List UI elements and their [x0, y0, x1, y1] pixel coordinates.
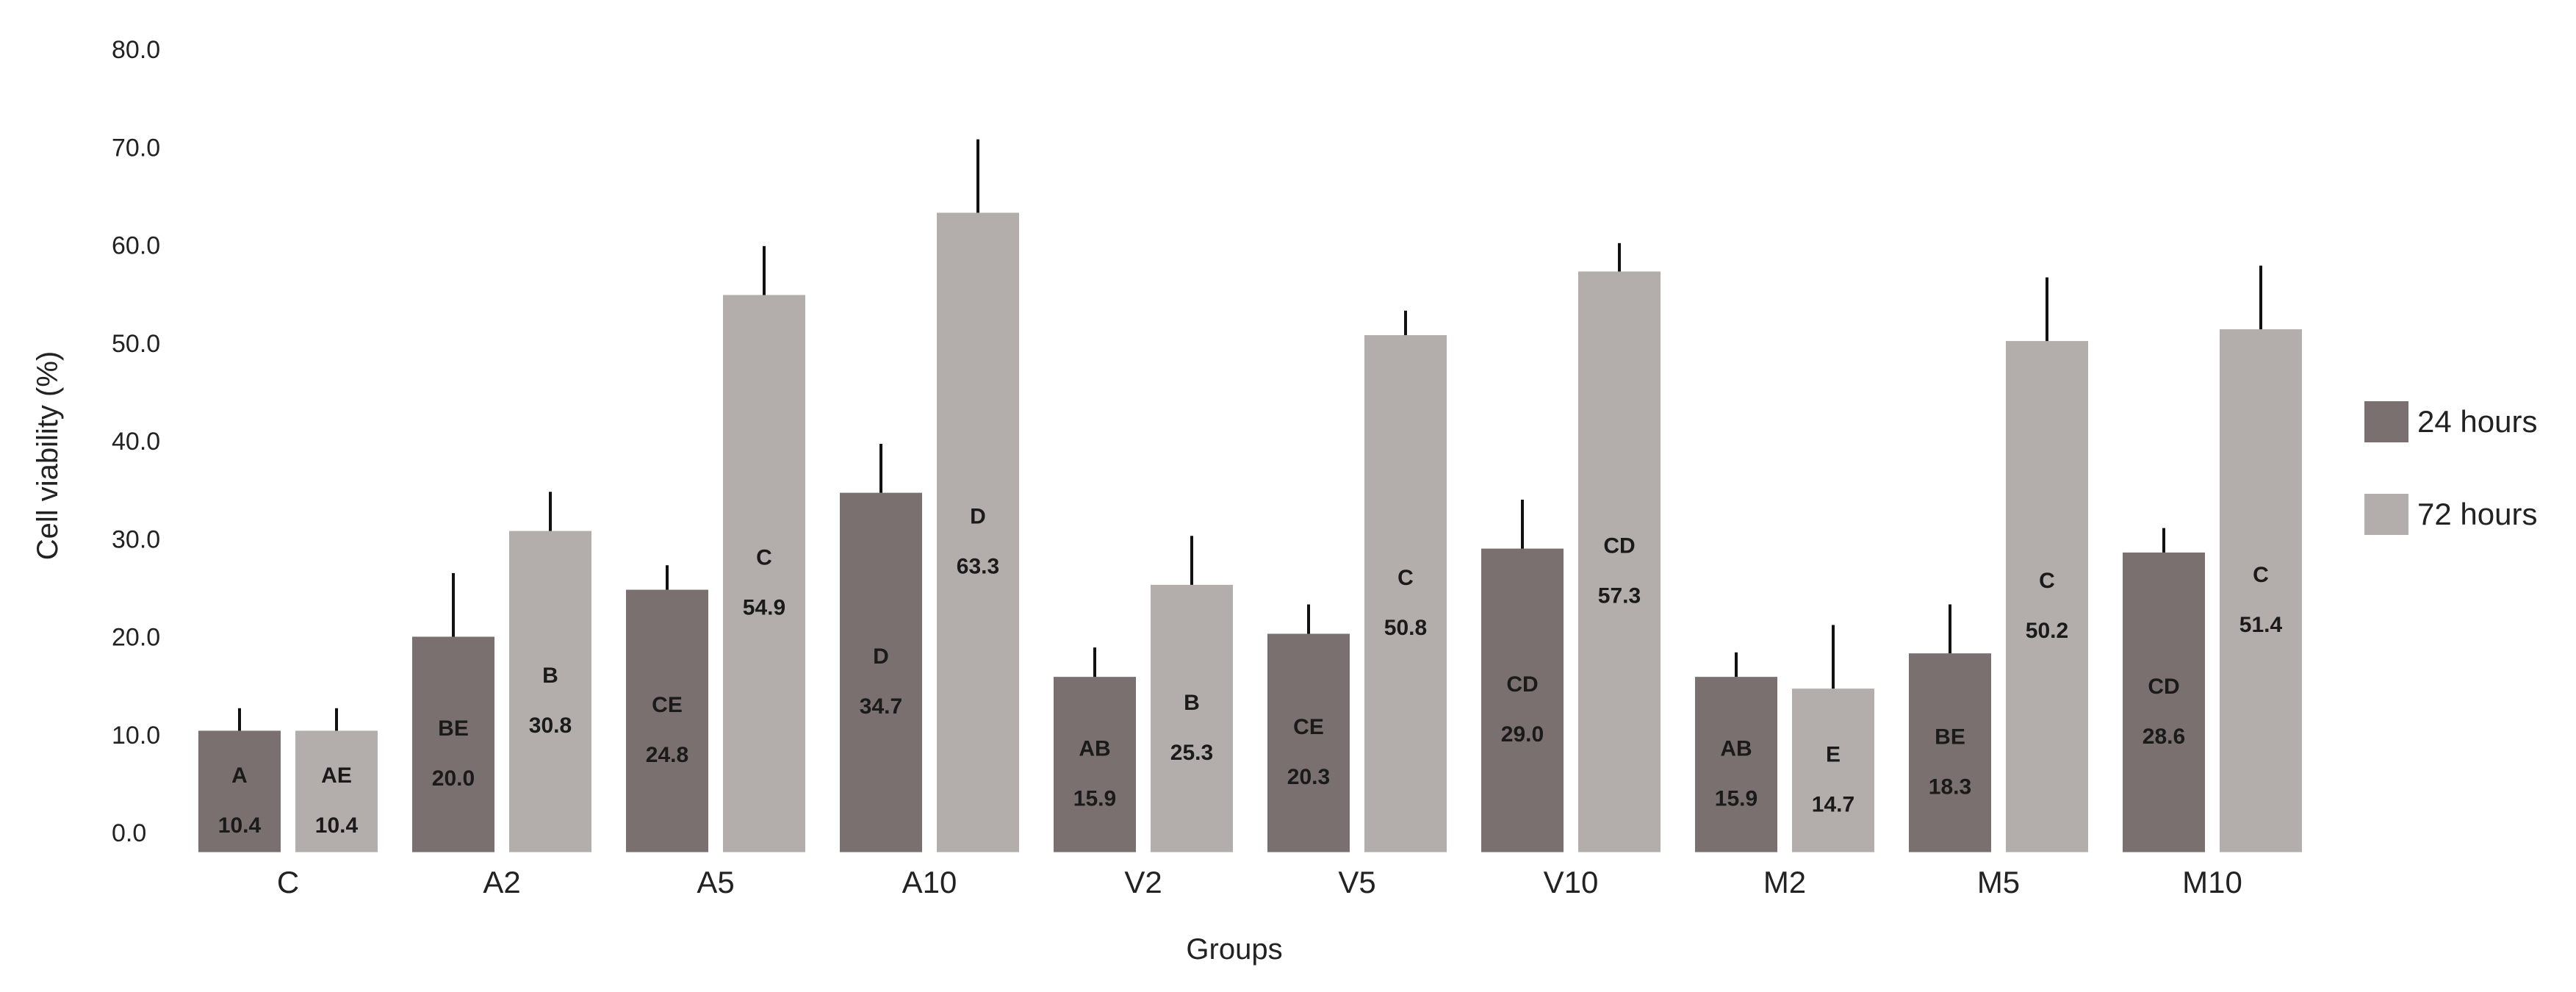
- bar-value-label: 28.6: [2143, 725, 2185, 749]
- bar-significance-letter: D: [970, 505, 986, 529]
- bar: [1151, 584, 1233, 852]
- x-tick-label: V10: [1544, 865, 1599, 899]
- bar-value-label: 10.4: [218, 813, 262, 838]
- bar: [1364, 335, 1447, 852]
- bar-value-label: 10.4: [315, 813, 359, 838]
- bar: [1267, 633, 1350, 852]
- legend: 24 hours 72 hours: [2364, 401, 2537, 535]
- x-tick-label: A10: [902, 865, 957, 899]
- bar: [1578, 271, 1661, 852]
- bar-significance-letter: A: [231, 763, 248, 788]
- bar-significance-letter: B: [1184, 691, 1200, 715]
- bar-value-label: 50.2: [2026, 619, 2068, 643]
- y-tick-label: 10.0: [112, 722, 160, 750]
- legend-label-72-hours: 72 hours: [2417, 497, 2537, 531]
- bar-value-label: 20.0: [432, 766, 475, 791]
- bar: [1909, 653, 1991, 852]
- bar-significance-letter: C: [756, 546, 772, 570]
- bar-significance-letter: BE: [438, 716, 469, 741]
- bar: [1792, 689, 1874, 852]
- bar: [2006, 341, 2088, 852]
- x-axis-title: Groups: [1186, 933, 1282, 966]
- y-tick-label: 50.0: [112, 330, 160, 358]
- bar: [840, 492, 922, 852]
- bar: [937, 212, 1019, 852]
- bar: [626, 589, 708, 852]
- bar: [198, 730, 281, 852]
- x-tick-label: M2: [1763, 865, 1806, 899]
- bar-value-label: 54.9: [743, 596, 785, 620]
- x-tick-label: A2: [483, 865, 520, 899]
- bar: [2123, 552, 2205, 852]
- bar-significance-letter: CE: [652, 693, 683, 717]
- bar-value-label: 14.7: [1812, 792, 1854, 816]
- bar-value-label: 15.9: [1715, 786, 1757, 811]
- x-tick-label: V2: [1124, 865, 1162, 899]
- bar-value-label: 29.0: [1501, 722, 1544, 747]
- bar-value-label: 30.8: [529, 714, 572, 738]
- bar: [1054, 677, 1136, 852]
- bar-significance-letter: C: [1397, 566, 1414, 590]
- bar-value-label: 57.3: [1598, 584, 1641, 608]
- bar-value-label: 20.3: [1287, 765, 1330, 789]
- bar-significance-letter: C: [2253, 563, 2269, 587]
- x-tick-label: C: [277, 865, 299, 899]
- bar: [723, 295, 805, 852]
- y-tick-label: 60.0: [112, 232, 160, 260]
- bar-value-label: 24.8: [646, 743, 688, 767]
- y-tick-label: 20.0: [112, 624, 160, 652]
- bars: A10.4AE10.4BE20.0B30.8CE24.8C54.9D34.7D6…: [198, 139, 2302, 852]
- bar-value-label: 15.9: [1073, 786, 1116, 811]
- bar: [1481, 548, 1564, 852]
- bar-significance-letter: CD: [2148, 675, 2179, 699]
- y-axis-ticks: 0.0 10.0 20.0 30.0 40.0 50.0 60.0 70.0 80.0: [112, 36, 160, 847]
- x-tick-label: A5: [697, 865, 734, 899]
- bar-value-label: 63.3: [957, 555, 999, 579]
- y-axis-title: Cell viability (%): [32, 351, 64, 561]
- bar-value-label: 18.3: [1929, 774, 1971, 799]
- x-tick-label: M5: [1977, 865, 2020, 899]
- x-axis-categories: C A2 A5 A10 V2 V5 V10 M2 M5 M10: [277, 865, 2242, 899]
- bar-value-label: 25.3: [1170, 741, 1213, 765]
- bar-significance-letter: CE: [1293, 715, 1324, 739]
- bar-significance-letter: CD: [1603, 534, 1635, 558]
- bar-significance-letter: E: [1826, 742, 1841, 766]
- y-tick-label: 0.0: [112, 819, 146, 847]
- bar: [509, 531, 591, 852]
- bar-significance-letter: C: [2039, 569, 2055, 593]
- bar-significance-letter: BE: [1935, 725, 1965, 749]
- bar-significance-letter: AE: [321, 763, 352, 788]
- bar-significance-letter: D: [873, 644, 889, 669]
- x-tick-label: V5: [1338, 865, 1375, 899]
- bar: [412, 636, 494, 852]
- y-tick-label: 40.0: [112, 428, 160, 456]
- bar-value-label: 50.8: [1384, 616, 1427, 640]
- bar: [2220, 329, 2302, 852]
- bar-significance-letter: CD: [1506, 672, 1538, 697]
- x-tick-label: M10: [2182, 865, 2242, 899]
- bar: [295, 730, 378, 852]
- y-tick-label: 80.0: [112, 36, 160, 64]
- bar: [1695, 677, 1777, 852]
- bar-significance-letter: AB: [1720, 736, 1752, 761]
- y-tick-label: 30.0: [112, 525, 160, 553]
- bar-value-label: 51.4: [2239, 613, 2283, 637]
- bar-significance-letter: B: [542, 664, 558, 688]
- legend-swatch-72-hours: [2364, 494, 2408, 535]
- legend-swatch-24-hours: [2364, 401, 2408, 442]
- legend-label-24-hours: 24 hours: [2417, 404, 2537, 439]
- y-tick-label: 70.0: [112, 134, 160, 162]
- bar-significance-letter: AB: [1079, 736, 1110, 761]
- bar-value-label: 34.7: [860, 694, 902, 719]
